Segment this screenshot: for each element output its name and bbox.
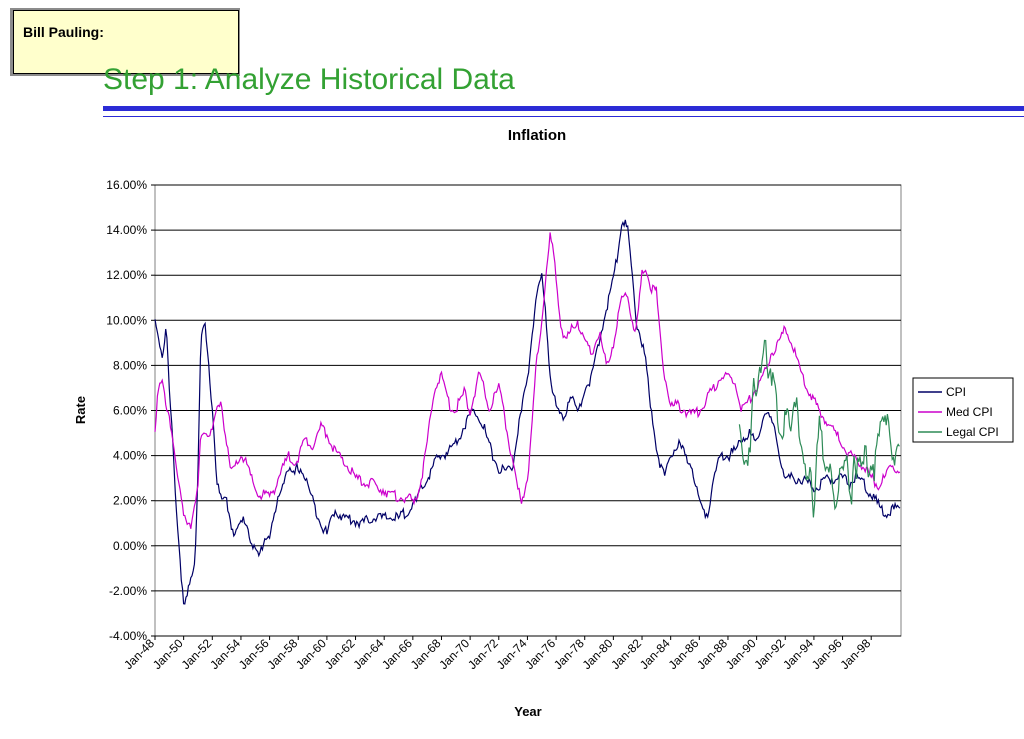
y-tick-label: 4.00% (113, 449, 147, 463)
x-tick-label: Jan-64 (350, 636, 386, 672)
y-axis-title: Rate (73, 396, 88, 424)
x-tick-label: Jan-92 (752, 636, 788, 672)
x-tick-label: Jan-60 (293, 636, 329, 672)
y-tick-label: 12.00% (106, 268, 147, 282)
y-tick-label: 6.00% (113, 404, 147, 418)
y-tick-label: 16.00% (106, 178, 147, 192)
x-tick-label: Jan-52 (179, 636, 215, 672)
series-line-cpi (154, 219, 901, 605)
x-tick-label: Jan-54 (207, 636, 243, 672)
x-tick-label: Jan-86 (666, 636, 702, 672)
series-line-legal-cpi (738, 339, 900, 518)
y-tick-label: 0.00% (113, 539, 147, 553)
x-tick-label: Jan-94 (780, 636, 816, 672)
y-tick-label: 10.00% (106, 313, 147, 327)
x-tick-label: Jan-80 (580, 636, 616, 672)
x-tick-label: Jan-88 (694, 636, 730, 672)
y-tick-label: -4.00% (109, 629, 147, 643)
x-tick-label: Jan-50 (150, 636, 186, 672)
sticky-note-shadow: Bill Pauling: (10, 8, 240, 76)
x-tick-label: Jan-84 (637, 636, 673, 672)
legend-label: Legal CPI (946, 425, 999, 439)
title-rule-thin (103, 116, 1024, 117)
x-tick-label: Jan-62 (322, 636, 358, 672)
x-tick-label: Jan-68 (408, 636, 444, 672)
x-axis-title: Year (514, 704, 541, 719)
y-tick-label: 2.00% (113, 494, 147, 508)
y-tick-label: -2.00% (109, 584, 147, 598)
y-tick-label: 14.00% (106, 223, 147, 237)
legend-label: CPI (946, 385, 966, 399)
x-tick-label: Jan-66 (379, 636, 415, 672)
series-line-med-cpi (154, 232, 901, 529)
x-tick-label: Jan-78 (551, 636, 587, 672)
x-tick-label: Jan-56 (236, 636, 272, 672)
x-tick-label: Jan-70 (436, 636, 472, 672)
x-tick-label: Jan-76 (522, 636, 558, 672)
slide-title: Step 1: Analyze Historical Data (103, 63, 515, 96)
x-tick-label: Jan-72 (465, 636, 501, 672)
y-tick-label: 8.00% (113, 358, 147, 372)
sticky-note: Bill Pauling: (13, 10, 239, 74)
chart-title: Inflation (508, 127, 566, 144)
x-tick-label: Jan-98 (837, 636, 873, 672)
x-tick-label: Jan-96 (809, 636, 845, 672)
title-rule-thick (103, 106, 1024, 111)
legend-label: Med CPI (946, 405, 993, 419)
x-tick-label: Jan-74 (494, 636, 530, 672)
x-tick-label: Jan-90 (723, 636, 759, 672)
x-tick-label: Jan-58 (265, 636, 301, 672)
x-tick-label: Jan-82 (608, 636, 644, 672)
sticky-note-text: Bill Pauling: (23, 24, 104, 40)
